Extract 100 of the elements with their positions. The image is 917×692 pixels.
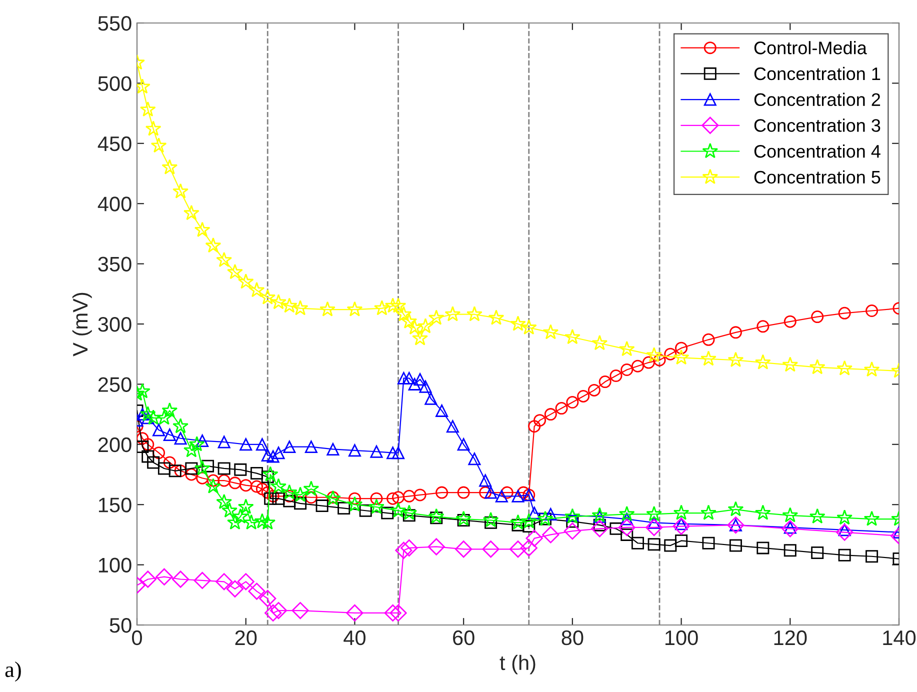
- point: [283, 440, 296, 454]
- point: [542, 526, 560, 544]
- point: [592, 334, 608, 350]
- point: [137, 440, 149, 454]
- point: [392, 491, 405, 504]
- point: [495, 490, 508, 502]
- point: [237, 573, 254, 590]
- point: [272, 492, 285, 505]
- point: [754, 354, 771, 370]
- point: [534, 414, 546, 427]
- point: [782, 507, 798, 522]
- point: [555, 402, 568, 415]
- point: [406, 319, 423, 334]
- point: [631, 360, 644, 372]
- point: [158, 462, 170, 475]
- x-tick-label: 80: [562, 630, 584, 646]
- point: [457, 486, 470, 499]
- point: [172, 183, 189, 198]
- point: [414, 373, 426, 386]
- point: [147, 456, 160, 469]
- point: [510, 514, 526, 530]
- point: [418, 318, 434, 334]
- point: [261, 448, 274, 462]
- point: [646, 346, 662, 362]
- point: [729, 326, 742, 339]
- point: [782, 520, 799, 538]
- point: [137, 432, 149, 445]
- y-axis-title: V (mV): [72, 292, 92, 356]
- y-tick-label: 250: [98, 377, 132, 392]
- point: [675, 342, 688, 354]
- point: [592, 507, 608, 522]
- point: [172, 418, 189, 434]
- point: [194, 460, 210, 476]
- point: [455, 540, 472, 558]
- point: [400, 539, 418, 556]
- point: [194, 222, 210, 237]
- point: [145, 120, 162, 136]
- legend-label: Concentration 2: [754, 92, 880, 106]
- point: [254, 513, 270, 528]
- point: [259, 590, 276, 608]
- point: [424, 392, 438, 405]
- point: [782, 356, 798, 372]
- point: [346, 604, 364, 622]
- y-tick-label: 400: [98, 196, 132, 212]
- point: [620, 528, 634, 541]
- point: [320, 301, 336, 316]
- point: [610, 370, 622, 382]
- legend-label: Control-Media: [754, 41, 867, 54]
- point: [260, 514, 276, 530]
- text: a): [5, 661, 21, 682]
- point: [512, 518, 524, 532]
- point: [232, 508, 248, 524]
- point: [386, 492, 400, 505]
- point: [346, 496, 363, 512]
- x-axis-title: t (h): [500, 654, 536, 674]
- point: [374, 300, 390, 316]
- point: [202, 460, 214, 472]
- point: [248, 582, 266, 600]
- point: [243, 514, 260, 530]
- point: [292, 486, 308, 502]
- point: [140, 101, 156, 117]
- point: [520, 513, 537, 528]
- point: [304, 491, 318, 504]
- point: [261, 486, 274, 499]
- point: [430, 512, 443, 524]
- point: [673, 504, 690, 520]
- point: [756, 542, 770, 554]
- point: [218, 462, 230, 475]
- legend-label: Concentration 3: [754, 118, 880, 132]
- point: [591, 520, 608, 538]
- point: [675, 534, 688, 547]
- point: [216, 252, 232, 268]
- point: [194, 572, 211, 590]
- point: [188, 436, 205, 452]
- point: [566, 396, 579, 409]
- point: [618, 340, 635, 356]
- point: [294, 497, 307, 510]
- point: [227, 264, 243, 280]
- point: [528, 506, 541, 520]
- point: [517, 486, 530, 499]
- point: [248, 282, 265, 298]
- point: [784, 544, 796, 557]
- point: [610, 522, 622, 535]
- point: [646, 506, 662, 522]
- point: [809, 359, 826, 374]
- point: [163, 428, 176, 442]
- point: [700, 504, 716, 520]
- point: [466, 306, 482, 322]
- point: [250, 480, 263, 493]
- point: [620, 512, 634, 526]
- point: [811, 310, 824, 324]
- point: [510, 316, 526, 331]
- point: [156, 568, 173, 586]
- point: [479, 474, 492, 487]
- point: [401, 313, 418, 328]
- point: [436, 404, 448, 417]
- point: [370, 492, 383, 505]
- point: [168, 464, 182, 478]
- point: [206, 474, 220, 487]
- point: [428, 538, 445, 556]
